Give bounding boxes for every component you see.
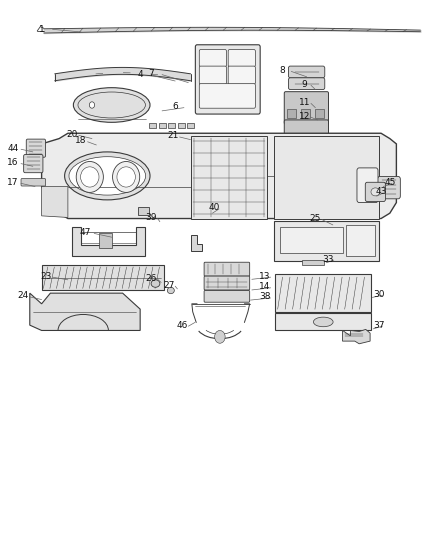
Text: 9: 9 [301,80,307,88]
FancyBboxPatch shape [204,290,250,302]
FancyBboxPatch shape [199,84,255,108]
Text: 8: 8 [279,66,286,75]
Text: 30: 30 [373,290,385,298]
Bar [287,109,296,118]
Text: 24: 24 [17,292,28,300]
FancyBboxPatch shape [288,78,325,90]
Bar [138,207,149,215]
Bar [275,313,371,330]
Ellipse shape [65,152,150,200]
FancyBboxPatch shape [199,66,226,84]
Text: 18: 18 [75,136,87,145]
Text: 13: 13 [259,272,271,280]
Text: 14: 14 [259,282,271,291]
Ellipse shape [113,161,140,192]
Text: 11: 11 [299,98,310,107]
Bar [315,109,324,118]
Bar [346,225,375,256]
Bar [301,109,310,118]
Ellipse shape [117,167,135,187]
Text: 12: 12 [299,112,310,120]
Text: 40: 40 [209,204,220,212]
Text: 21: 21 [167,132,179,140]
Polygon shape [42,187,68,217]
FancyBboxPatch shape [284,92,328,124]
Ellipse shape [69,157,145,195]
Text: 23: 23 [40,272,52,280]
FancyBboxPatch shape [26,139,46,157]
FancyBboxPatch shape [195,45,260,114]
Bar [302,260,324,265]
Bar [187,123,194,128]
Text: 33: 33 [323,255,334,263]
Circle shape [215,330,225,343]
Polygon shape [42,133,396,219]
FancyBboxPatch shape [228,50,255,67]
Text: 16: 16 [7,158,19,167]
Text: 1: 1 [39,25,45,34]
FancyBboxPatch shape [199,50,226,67]
Ellipse shape [74,87,150,122]
FancyBboxPatch shape [357,168,378,203]
Text: 46: 46 [176,321,187,329]
FancyBboxPatch shape [21,179,46,186]
Polygon shape [191,235,202,251]
Text: 39: 39 [145,213,157,222]
Bar [168,123,175,128]
Text: 4: 4 [138,70,143,79]
Text: 26: 26 [145,274,157,282]
Bar [274,221,379,261]
Polygon shape [30,293,140,330]
Text: 27: 27 [163,281,174,289]
Bar [178,123,185,128]
Ellipse shape [371,188,380,196]
Bar [159,123,166,128]
Text: 44: 44 [7,144,19,152]
Bar [280,227,343,253]
Text: 25: 25 [310,214,321,223]
Bar [274,136,379,219]
FancyBboxPatch shape [228,66,255,84]
Text: 37: 37 [373,321,385,329]
Circle shape [89,102,95,108]
Ellipse shape [81,167,99,187]
Text: 38: 38 [259,293,271,301]
Polygon shape [72,227,145,256]
FancyBboxPatch shape [204,276,250,290]
Bar [191,136,267,219]
Text: 6: 6 [172,102,178,111]
Text: 43: 43 [375,188,387,196]
Ellipse shape [151,280,160,287]
FancyBboxPatch shape [378,176,400,199]
Text: 20: 20 [67,130,78,139]
FancyBboxPatch shape [204,262,250,276]
Polygon shape [343,329,370,344]
Bar [149,123,156,128]
Bar [275,274,371,312]
Text: 45: 45 [384,178,396,187]
FancyBboxPatch shape [365,182,385,201]
Ellipse shape [167,287,174,294]
Text: 17: 17 [7,178,19,187]
Text: 47: 47 [80,228,91,237]
Ellipse shape [313,317,333,327]
Ellipse shape [76,161,103,192]
Bar [99,233,112,248]
FancyBboxPatch shape [284,120,328,135]
FancyBboxPatch shape [24,155,43,173]
Bar [42,265,164,290]
Text: 7: 7 [148,69,154,78]
FancyBboxPatch shape [288,66,325,78]
